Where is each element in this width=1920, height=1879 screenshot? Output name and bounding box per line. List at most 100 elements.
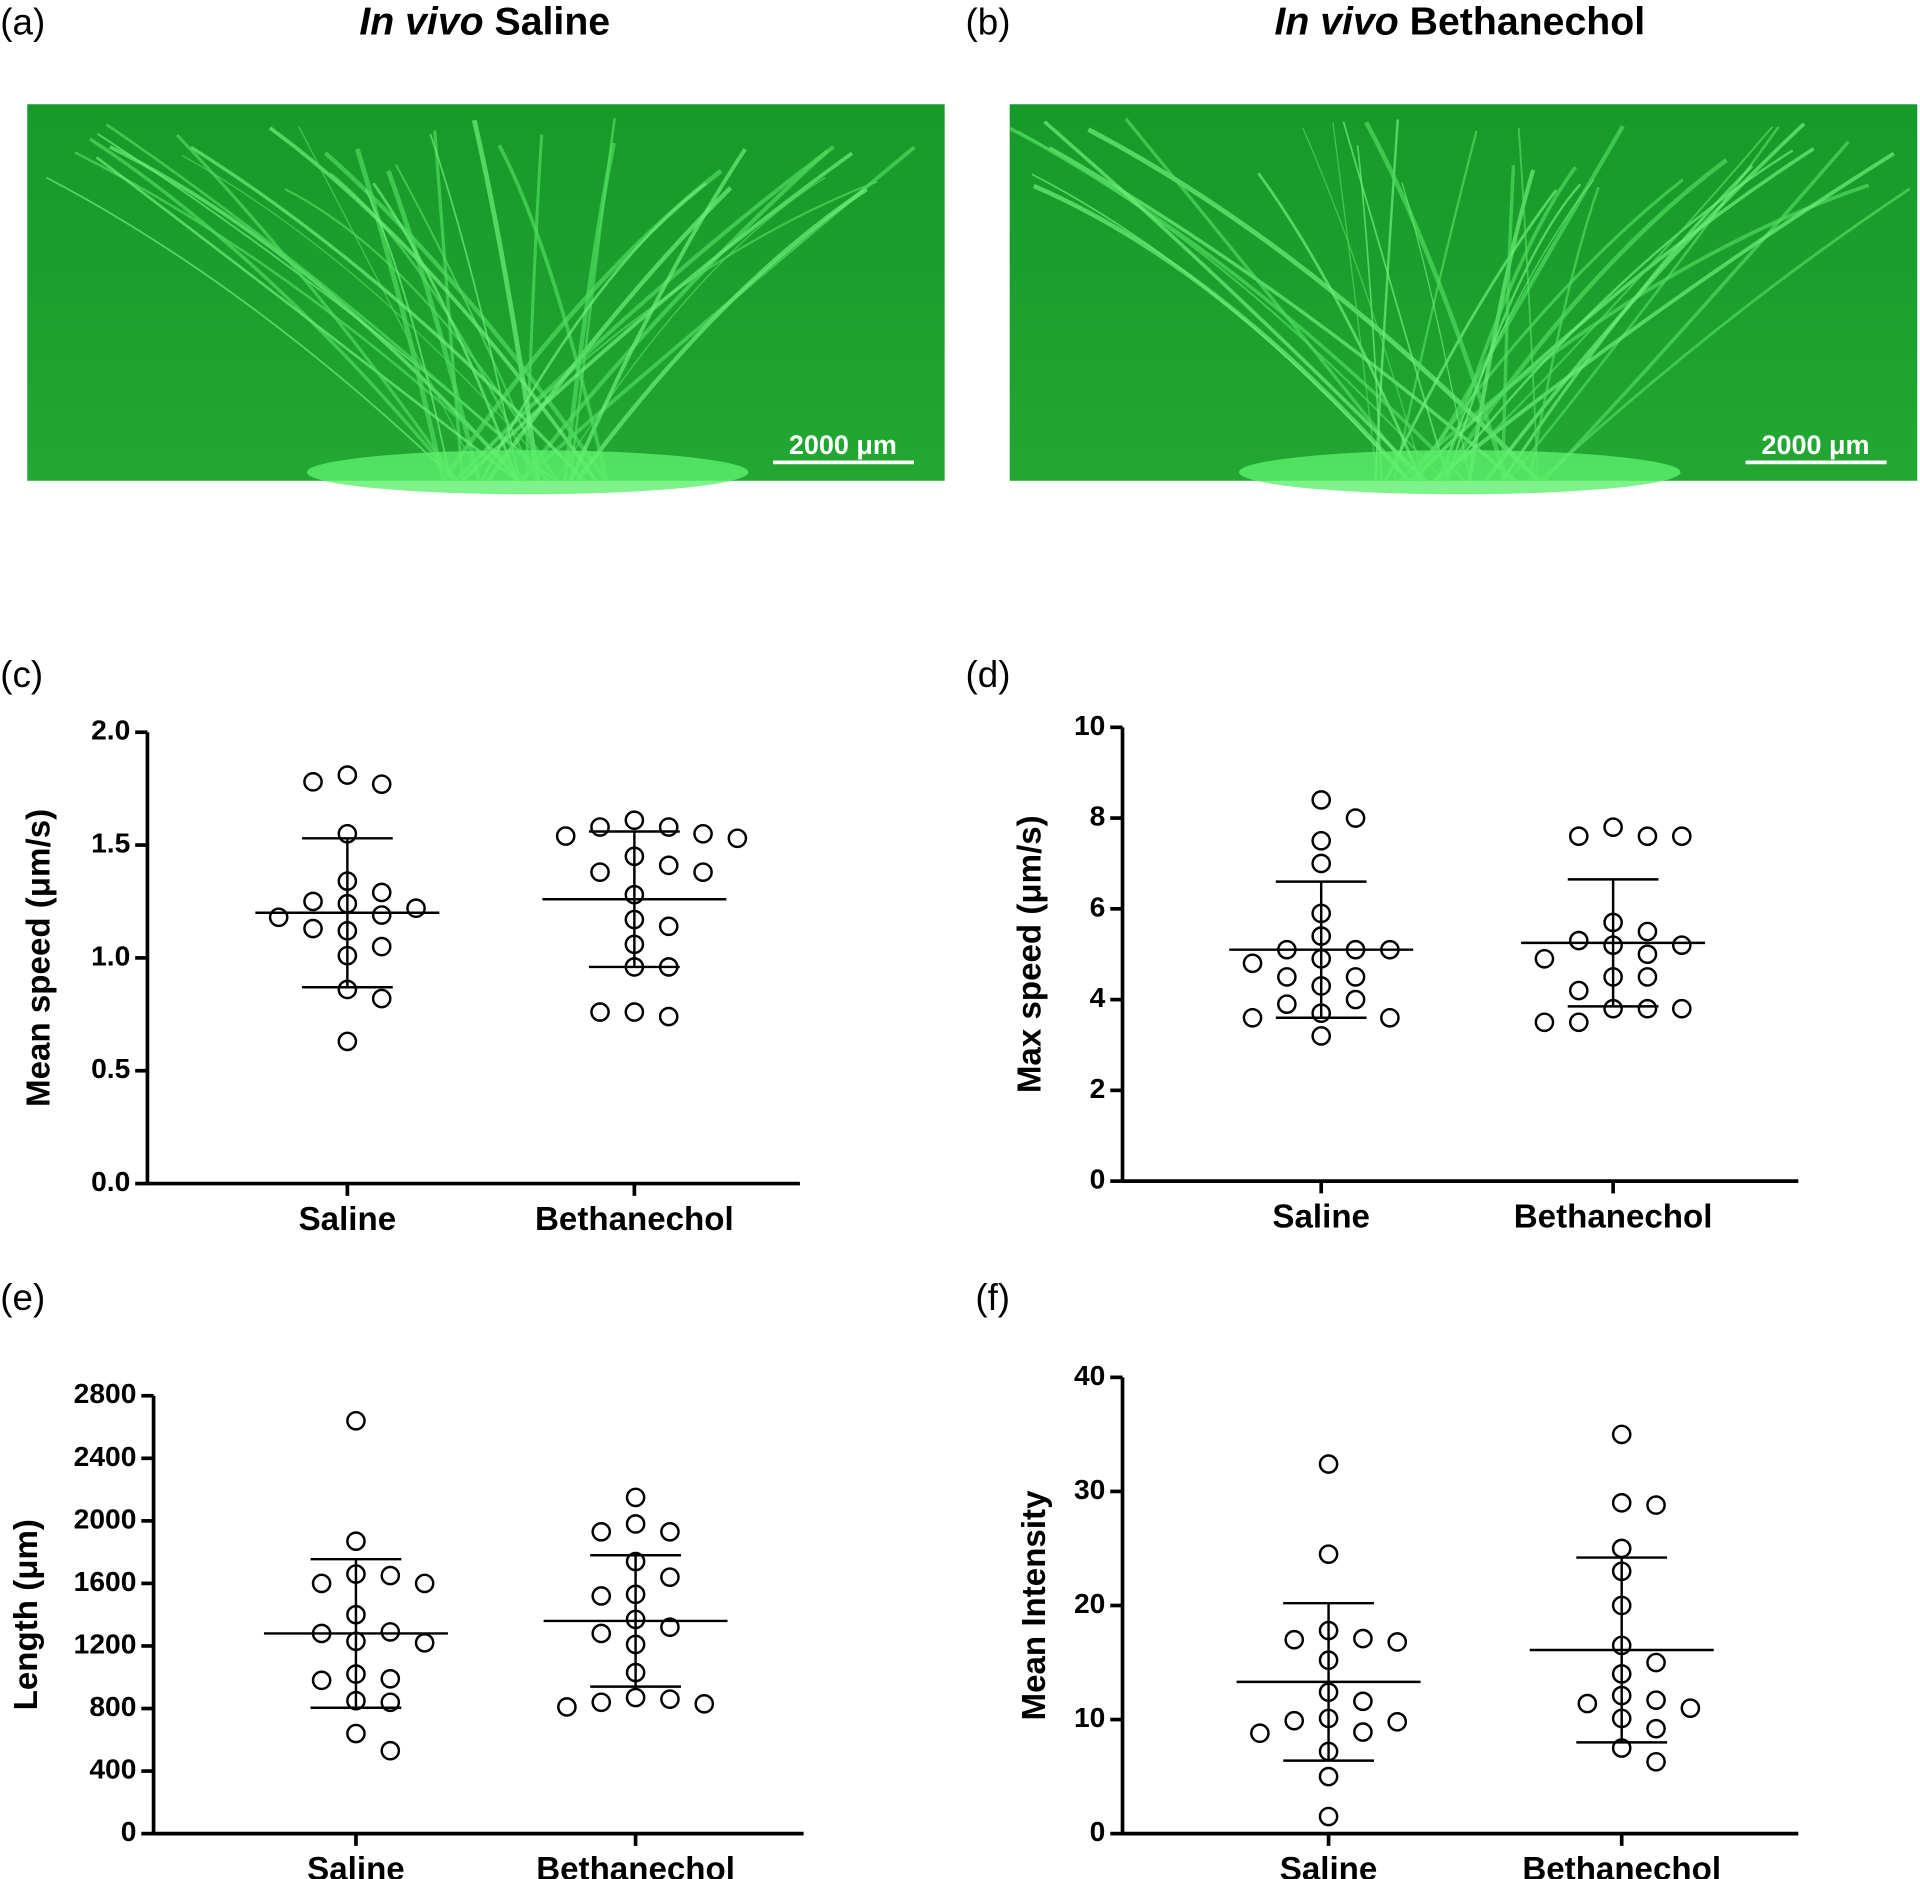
y-tick-label: 2000: [74, 1502, 137, 1534]
data-point: [590, 817, 610, 837]
strand: [480, 182, 707, 482]
data-point: [1577, 1693, 1598, 1714]
data-point: [1637, 826, 1658, 847]
y-tick-label: 0: [1090, 1815, 1106, 1847]
data-point: [414, 1633, 435, 1653]
y-axis-label: Length (μm): [8, 1519, 45, 1710]
tissue-base: [1239, 450, 1681, 495]
y-tick-label: 1.0: [91, 939, 130, 971]
y-tick-label: 1600: [74, 1565, 137, 1597]
strand: [46, 176, 457, 482]
data-point: [658, 916, 679, 937]
scale-bar-label: 2000 μm: [1762, 430, 1870, 460]
data-point: [658, 1006, 679, 1027]
x-tick-label: Saline: [1280, 1851, 1378, 1879]
data-point: [1311, 1026, 1332, 1046]
data-point: [1318, 1544, 1339, 1564]
data-point: [1646, 1751, 1666, 1772]
data-point: [555, 826, 576, 846]
data-point: [590, 862, 610, 882]
data-point: [590, 1002, 610, 1022]
strand: [1302, 127, 1425, 481]
strand: [1356, 145, 1383, 481]
x-tick-label: Saline: [1272, 1199, 1370, 1236]
scale-bar-label: 2000 μm: [789, 430, 897, 460]
data-point: [1568, 1012, 1589, 1033]
strand: [268, 126, 598, 482]
data-point: [1277, 967, 1297, 987]
strand: [562, 142, 616, 482]
strand: [1009, 126, 1467, 483]
tissue-base: [306, 450, 749, 495]
panel-label: (c): [0, 654, 43, 695]
data-point: [1611, 1538, 1632, 1559]
data-point: [1646, 1495, 1666, 1515]
strand: [1410, 147, 1815, 483]
strand: [1484, 122, 1806, 482]
data-point: [1611, 1493, 1632, 1513]
y-tick-label: 30: [1074, 1473, 1105, 1505]
strand: [1528, 186, 1600, 481]
strand: [175, 133, 458, 482]
data-point: [311, 1573, 332, 1594]
strand: [386, 169, 482, 482]
data-point: [658, 817, 679, 837]
data-point: [1646, 1718, 1666, 1739]
data-point: [591, 1623, 612, 1644]
y-tick-label: 40: [1074, 1359, 1105, 1391]
strand: [394, 164, 547, 482]
data-point: [303, 918, 323, 939]
data-point: [268, 907, 289, 928]
y-axis-label: Mean speed (μm/s): [20, 809, 57, 1107]
y-tick-label: 2: [1090, 1072, 1106, 1104]
data-point: [1380, 1007, 1400, 1028]
data-point: [557, 1697, 577, 1717]
y-tick-label: 4: [1090, 981, 1106, 1013]
data-point: [406, 898, 426, 919]
y-tick-label: 1200: [74, 1627, 137, 1659]
data-point: [660, 1567, 680, 1587]
data-point: [1637, 944, 1658, 965]
data-point: [1353, 1722, 1373, 1742]
strand: [1401, 182, 1471, 481]
data-point: [1345, 967, 1366, 987]
y-tick-label: 2.0: [91, 714, 130, 746]
strand: [190, 145, 586, 482]
data-point: [727, 828, 748, 849]
data-point: [414, 1573, 435, 1594]
data-point: [380, 1740, 401, 1761]
data-point: [1671, 826, 1692, 847]
data-point: [303, 891, 323, 912]
data-point: [303, 772, 323, 792]
y-tick-label: 0.5: [91, 1052, 130, 1084]
strand: [1332, 122, 1378, 481]
x-tick-label: Saline: [299, 1201, 397, 1238]
data-point: [1637, 921, 1658, 942]
strand: [461, 151, 854, 483]
data-point: [658, 855, 679, 876]
data-point: [1611, 1424, 1632, 1445]
strand: [74, 151, 528, 482]
y-tick-label: 6: [1090, 890, 1106, 922]
micrograph: [1009, 104, 1918, 495]
strand: [95, 156, 519, 482]
data-point: [625, 1487, 646, 1508]
data-point: [337, 765, 358, 785]
data-point: [1242, 1007, 1263, 1028]
strand: [323, 151, 608, 483]
data-point: [1646, 1690, 1666, 1710]
data-point: [1277, 994, 1297, 1014]
data-point: [346, 1531, 366, 1552]
data-point: [1345, 808, 1366, 828]
panel-label: (a): [0, 1, 45, 42]
data-point: [591, 1692, 612, 1713]
y-tick-label: 0: [121, 1815, 137, 1847]
data-point: [371, 882, 392, 903]
strand: [429, 133, 521, 481]
data-point: [694, 1694, 715, 1714]
panel-title: In vivo Saline: [359, 0, 610, 43]
title-prefix: In vivo: [359, 0, 483, 43]
strand: [486, 186, 733, 483]
data-point: [1680, 1698, 1701, 1718]
